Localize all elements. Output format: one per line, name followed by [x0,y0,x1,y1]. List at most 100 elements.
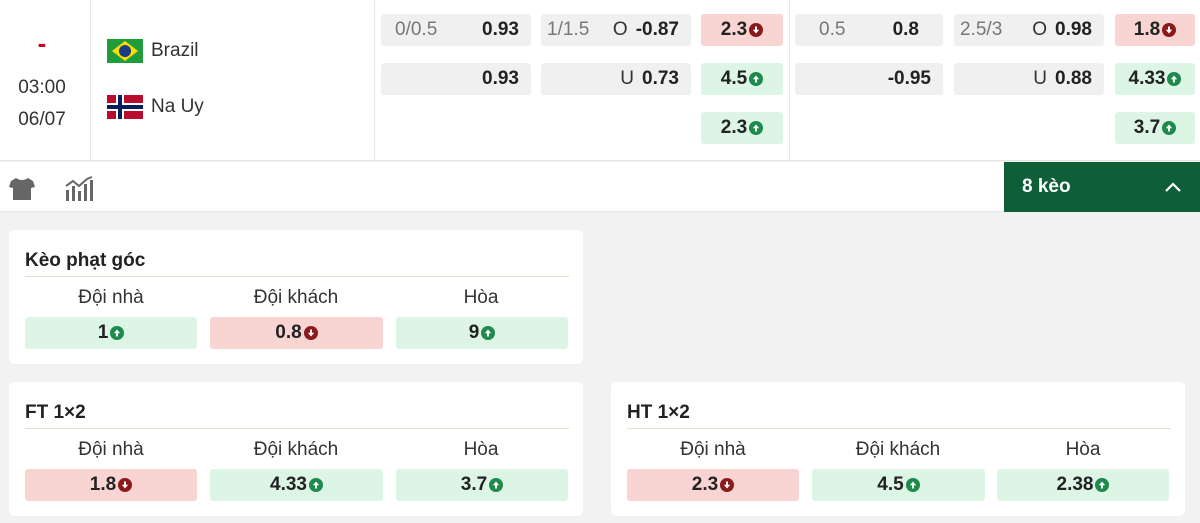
ht-handicap-home[interactable]: 0.5 0.8 [795,14,943,46]
odds-value: 2.3 [720,19,748,40]
ft-home-odds[interactable]: 1.8 [25,469,197,501]
ft-handicap-home-odds: 0.93 [482,19,519,40]
ft-under-label: U [620,68,635,89]
ft-under-odds: 0.73 [642,68,679,89]
ht-handicap-away-odds: -0.95 [887,68,931,89]
ft-under[interactable]: U 0.73 [541,63,691,95]
ft-1x2-draw[interactable]: 2.3 [701,112,783,144]
arrow-up-circle-icon [1095,478,1110,492]
divider [627,428,1171,429]
arrow-up-circle-icon [1167,72,1182,86]
match-time-column: - 03:00 06/07 [0,0,91,161]
arrow-down-circle-icon [118,478,133,492]
odds-value: 2.38 [1056,474,1094,495]
bets-count-label: 8 kèo [1022,176,1071,197]
card-title: HT 1×2 [627,402,690,423]
match-row: - 03:00 06/07 Brazil Na Uy 0/0.5 0.93 0.… [0,0,1200,161]
ft-over-label: O [612,19,628,40]
ft-draw-odds[interactable]: 3.7 [396,469,568,501]
ft-1x2-away[interactable]: 4.5 [701,63,783,95]
shirt-icon[interactable] [8,176,36,202]
arrow-up-circle-icon [308,478,323,492]
corner-away-odds[interactable]: 0.8 [210,317,383,349]
ht-ou-line: 2.5/3 [960,19,1003,40]
column-header: Đội khách [253,287,339,308]
match-score: - [37,28,47,58]
home-team-name: Brazil [151,40,199,61]
ft-over[interactable]: 1/1.5 O -0.87 [541,14,691,46]
odds-value: 2.3 [720,117,748,138]
bets-toggle-button[interactable]: 8 kèo [1004,162,1200,212]
teams-column: Brazil Na Uy [91,0,375,161]
column-header: Hòa [1065,439,1101,460]
ft-handicap-line: 0/0.5 [395,19,438,40]
card-title: Kèo phạt góc [25,250,146,271]
column-header: Đội khách [253,439,339,460]
home-team[interactable]: Brazil [107,38,199,64]
ht-home-odds[interactable]: 2.3 [627,469,799,501]
ht-draw-odds[interactable]: 2.38 [997,469,1169,501]
ft-handicap-home[interactable]: 0/0.5 0.93 [381,14,531,46]
corner-home-odds[interactable]: 1 [25,317,197,349]
ft-1x2-card: FT 1×2 Đội nhà Đội khách Hòa 1.8 4.33 3.… [9,382,583,516]
ht-away-odds[interactable]: 4.5 [812,469,985,501]
arrow-up-circle-icon [110,326,125,340]
brazil-flag-icon [107,39,143,63]
away-team[interactable]: Na Uy [107,94,204,120]
arrow-up-circle-icon [1162,121,1177,135]
corner-odds-card: Kèo phạt góc Đội nhà Đội khách Hòa 1 0.8… [9,230,583,364]
ft-handicap-away[interactable]: 0.93 [381,63,531,95]
odds-value: 4.33 [1128,68,1166,89]
odds-value: 1.8 [1133,19,1161,40]
arrow-up-circle-icon [489,478,504,492]
arrow-down-circle-icon [303,326,318,340]
arrow-up-circle-icon [749,121,764,135]
chevron-up-icon [1164,178,1182,196]
kickoff-time: 03:00 [18,77,66,98]
stats-chart-icon[interactable] [64,176,94,202]
odds-value: 3.7 [1133,117,1161,138]
odds-value: 0.8 [275,322,302,343]
column-header: Hòa [463,287,499,308]
ht-over[interactable]: 2.5/3 O 0.98 [954,14,1104,46]
odds-value: 2.3 [691,474,719,495]
ft-ou-line: 1/1.5 [547,19,590,40]
corner-draw-odds[interactable]: 9 [396,317,568,349]
ht-over-odds: 0.98 [1055,19,1092,40]
odds-value: 9 [468,322,480,343]
arrow-up-circle-icon [749,72,764,86]
divider [25,428,569,429]
ft-over-odds: -0.87 [635,19,679,40]
odds-value: 3.7 [460,474,488,495]
odds-value: 4.5 [720,68,748,89]
ft-away-odds[interactable]: 4.33 [210,469,383,501]
kickoff-date: 06/07 [18,109,66,130]
arrow-up-circle-icon [481,326,496,340]
arrow-up-circle-icon [905,478,920,492]
norway-flag-icon [107,95,143,119]
column-header: Đội khách [855,439,941,460]
arrow-down-circle-icon [720,478,735,492]
ht-1x2-draw[interactable]: 3.7 [1115,112,1195,144]
arrow-down-circle-icon [749,23,764,37]
card-title: FT 1×2 [25,402,86,423]
ht-handicap-home-odds: 0.8 [892,19,919,40]
divider [789,0,790,161]
column-header: Hòa [463,439,499,460]
divider [25,276,569,277]
ht-over-label: O [1032,19,1048,40]
ht-under[interactable]: U 0.88 [954,63,1104,95]
ht-under-odds: 0.88 [1055,68,1092,89]
ft-handicap-away-odds: 0.93 [482,68,519,89]
ht-handicap-line: 0.5 [819,19,846,40]
odds-value: 1.8 [89,474,117,495]
ft-1x2-home[interactable]: 2.3 [701,14,783,46]
ht-handicap-away[interactable]: -0.95 [795,63,943,95]
ht-1x2-away[interactable]: 4.33 [1115,63,1195,95]
arrow-down-circle-icon [1162,23,1177,37]
column-header: Đội nhà [680,439,746,460]
odds-value: 1 [97,322,109,343]
match-toolbar: 8 kèo [0,162,1200,212]
ht-1x2-home[interactable]: 1.8 [1115,14,1195,46]
column-header: Đội nhà [78,439,144,460]
